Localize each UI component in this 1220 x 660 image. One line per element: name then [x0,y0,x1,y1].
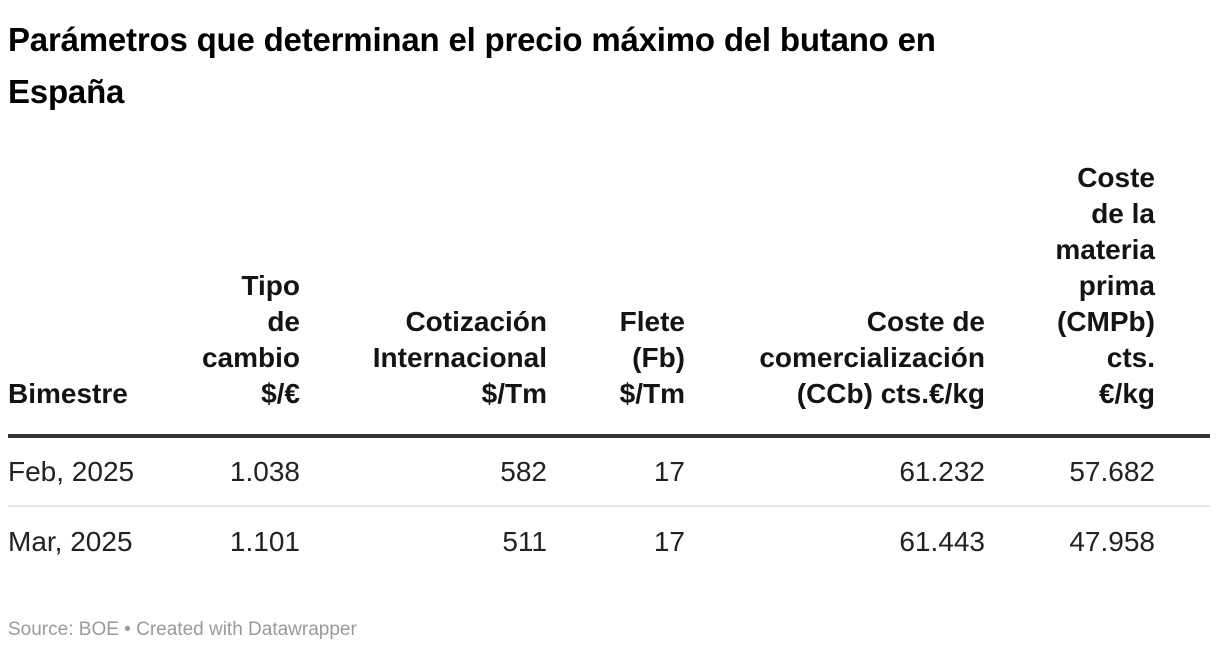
footer: Source: BOE • Created with Datawrapper [8,616,1210,644]
cell-bimestre: Mar, 2025 [8,505,158,576]
table-row: Feb, 2025 1.038 582 17 61.232 57.682 [8,436,1210,506]
cell-bimestre: Feb, 2025 [8,455,135,487]
footer-separator: • [124,619,131,640]
chart-title: Parámetros que determinan el precio máxi… [8,21,936,110]
header-row: Bimestre Tipo de cambio $/€ Cotización I… [8,160,1210,438]
table-body: Feb, 2025 1.038 582 17 61.232 57.682 Mar… [8,436,1210,576]
cell-coste-materia-prima: 57.682 [1069,455,1155,487]
source-name: BOE [78,619,119,640]
cell-tipo-de-cambio: 1.101 [158,505,300,576]
column-header-coste-comercializacion: Coste de comercialización (CCb) cts.€/kg [685,160,985,438]
column-header-flete: Flete (Fb) $/Tm [547,160,685,438]
table-row: Mar, 2025 1.101 511 17 61.443 47.958 [8,505,1210,576]
cell-cotizacion-internacional: 582 [500,455,547,487]
data-table: Bimestre Tipo de cambio $/€ Cotización I… [8,160,1210,576]
column-header-tipo-de-cambio: Tipo de cambio $/€ [158,160,300,438]
cell-coste-materia-prima: 47.958 [985,505,1210,576]
source-label: Source: [8,619,74,640]
cell-coste-comercializacion: 61.232 [899,455,985,487]
table-header: Bimestre Tipo de cambio $/€ Cotización I… [8,160,1210,438]
column-header-bimestre: Bimestre [8,160,158,438]
cell-tipo-de-cambio: 1.038 [229,455,300,487]
cell-flete: 17 [547,505,685,576]
cell-coste-comercializacion: 61.443 [685,505,985,576]
datawrapper-credit-link[interactable]: Created with Datawrapper [136,619,357,640]
column-header-cotizacion-internacional: Cotización Internacional $/Tm [300,160,547,438]
column-header-coste-materia-prima: Coste de la materia prima (CMPb) cts. €/… [985,160,1210,438]
cell-flete: 17 [653,455,685,487]
datawrapper-table-chart: Parámetros que determinan el precio máxi… [8,21,1210,644]
cell-cotizacion-internacional: 511 [300,505,547,576]
